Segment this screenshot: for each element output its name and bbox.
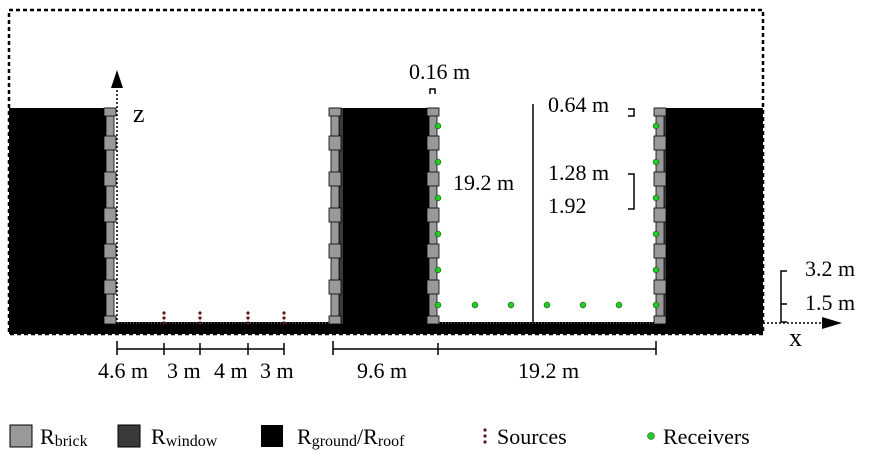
legend-sources-label: Sources: [497, 424, 567, 449]
brick-block: [328, 171, 342, 187]
brick-block: [328, 279, 342, 295]
svg-text:Rwindow: Rwindow: [151, 424, 218, 450]
source-4: [282, 311, 286, 325]
dim-bottom-street-width: 19.2 m: [518, 358, 579, 383]
bottom-dimension-lines: [116, 341, 657, 355]
z-axis-label: z: [133, 99, 145, 128]
legend: Rbrick Rwindow Rground/Rroof Sources Rec…: [9, 424, 750, 450]
brick-block: [653, 107, 667, 117]
x-axis-arrow: [822, 317, 842, 329]
legend-brick-main: R: [40, 424, 55, 449]
receivers-vertical-right: [652, 122, 660, 309]
legend-roof-sub: roof: [378, 433, 405, 450]
legend-receivers: Receivers: [647, 424, 750, 449]
bracket-receiver-spacing: [628, 173, 635, 210]
dim-bottom-2: 3 m: [167, 358, 201, 383]
bracket-wall-thickness: [429, 88, 436, 94]
legend-brick-swatch: [9, 424, 33, 448]
brick-block: [103, 207, 117, 223]
building-right: [653, 107, 763, 334]
brick-block: [426, 171, 440, 187]
brick-block: [653, 315, 667, 325]
brick-block: [426, 243, 440, 259]
dim-bottom-1: 4.6 m: [98, 358, 148, 383]
brick-block: [103, 135, 117, 151]
brick-block: [103, 243, 117, 259]
brick-block: [328, 315, 342, 325]
brick-block: [653, 135, 667, 151]
dim-receiver-spacing-b: 1.92: [548, 193, 587, 218]
brick-block: [103, 171, 117, 187]
legend-window-main: R: [151, 424, 166, 449]
dim-bottom-4: 3 m: [260, 358, 294, 383]
dim-bottom-building-width: 9.6 m: [357, 358, 407, 383]
legend-ground-sub: ground: [312, 433, 357, 450]
dim-bottom-3: 4 m: [214, 358, 248, 383]
brick-column-middle-left: [328, 107, 342, 325]
receivers: [434, 122, 660, 309]
sources: [162, 311, 286, 325]
brick-block: [328, 107, 342, 117]
source-2: [198, 311, 202, 325]
brick-column-middle-right: [426, 107, 440, 325]
dim-receiver-top-spacing: 0.64 m: [548, 92, 609, 117]
building-middle: [328, 107, 440, 334]
brick-block: [653, 243, 667, 259]
brick-block: [426, 315, 440, 325]
legend-ground-roof: Rground/Rroof: [261, 424, 405, 450]
brick-block: [426, 279, 440, 295]
brick-block: [653, 171, 667, 187]
building-left: [9, 107, 117, 334]
legend-roof-main: /R: [357, 424, 378, 449]
brick-block: [103, 315, 117, 325]
brick-block: [328, 207, 342, 223]
legend-sources: Sources: [483, 424, 567, 449]
legend-receivers-marker: [647, 432, 655, 440]
svg-text:Rground/Rroof: Rground/Rroof: [297, 424, 405, 450]
legend-window-swatch: [117, 424, 141, 448]
brick-block: [328, 135, 342, 151]
brick-column-right: [653, 107, 667, 325]
brick-block: [103, 107, 117, 117]
dim-receiver-height-offset: 3.2 m: [805, 256, 855, 281]
brick-block: [426, 107, 440, 117]
dim-receiver-spacing-a: 1.28 m: [548, 160, 609, 185]
bracket-heights: [780, 270, 787, 323]
svg-text:Rbrick: Rbrick: [40, 424, 88, 450]
brick-column-left: [103, 107, 117, 325]
source-1: [162, 311, 166, 325]
legend-receivers-label: Receivers: [663, 424, 750, 449]
legend-sources-marker: [483, 428, 487, 444]
dim-height-total: 19.2 m: [453, 170, 514, 195]
z-axis-arrow: [111, 70, 123, 88]
legend-brick-sub: brick: [55, 433, 88, 450]
bracket-receiver-top-spacing: [628, 108, 635, 117]
brick-block: [653, 279, 667, 295]
source-3: [246, 311, 250, 325]
brick-block: [426, 207, 440, 223]
brick-block: [328, 243, 342, 259]
dim-wall-thickness: 0.16 m: [409, 59, 470, 84]
x-axis-label: x: [789, 323, 802, 352]
dim-source-height: 1.5 m: [805, 290, 855, 315]
legend-window: Rwindow: [117, 424, 218, 450]
legend-brick: Rbrick: [9, 424, 88, 450]
legend-ground-main: R: [297, 424, 312, 449]
legend-window-sub: window: [166, 433, 218, 450]
receivers-horizontal: [471, 301, 623, 309]
brick-block: [653, 207, 667, 223]
receivers-vertical-left: [434, 122, 442, 309]
brick-block: [103, 279, 117, 295]
legend-ground-roof-swatch: [261, 425, 283, 447]
brick-block: [426, 135, 440, 151]
